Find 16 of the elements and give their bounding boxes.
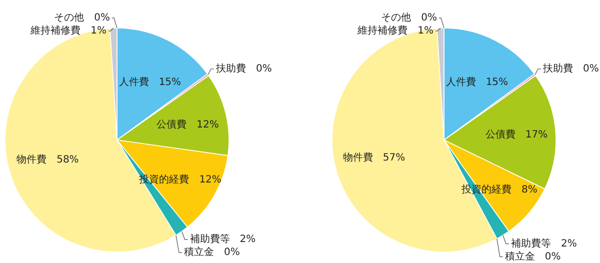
slice-label: 補助費等 2% [510,237,577,250]
slice-label: 物件費 58% [16,153,79,166]
slice-label: 補助費等 2% [190,233,256,246]
slice-label: 維持補修費 1% [30,24,106,37]
slice-label: 公債費 17% [485,128,548,141]
slice-label: 扶助費 0% [215,62,272,75]
category-label: 積立金 0% [504,251,561,262]
category-label: その他 0% [381,12,437,24]
slice-label: 維持補修費 1% [356,24,434,37]
slice-label: 扶助費 0% [542,62,599,75]
slice-label: 物件費 57% [342,152,406,164]
slice-label: 人件費 15% [118,76,182,88]
slice-label: 公債費 12% [156,118,219,131]
category-label: その他 0% [54,12,110,24]
category-label: 積立金 0% [184,247,240,258]
slice-label: 人件費 15% [446,76,508,88]
